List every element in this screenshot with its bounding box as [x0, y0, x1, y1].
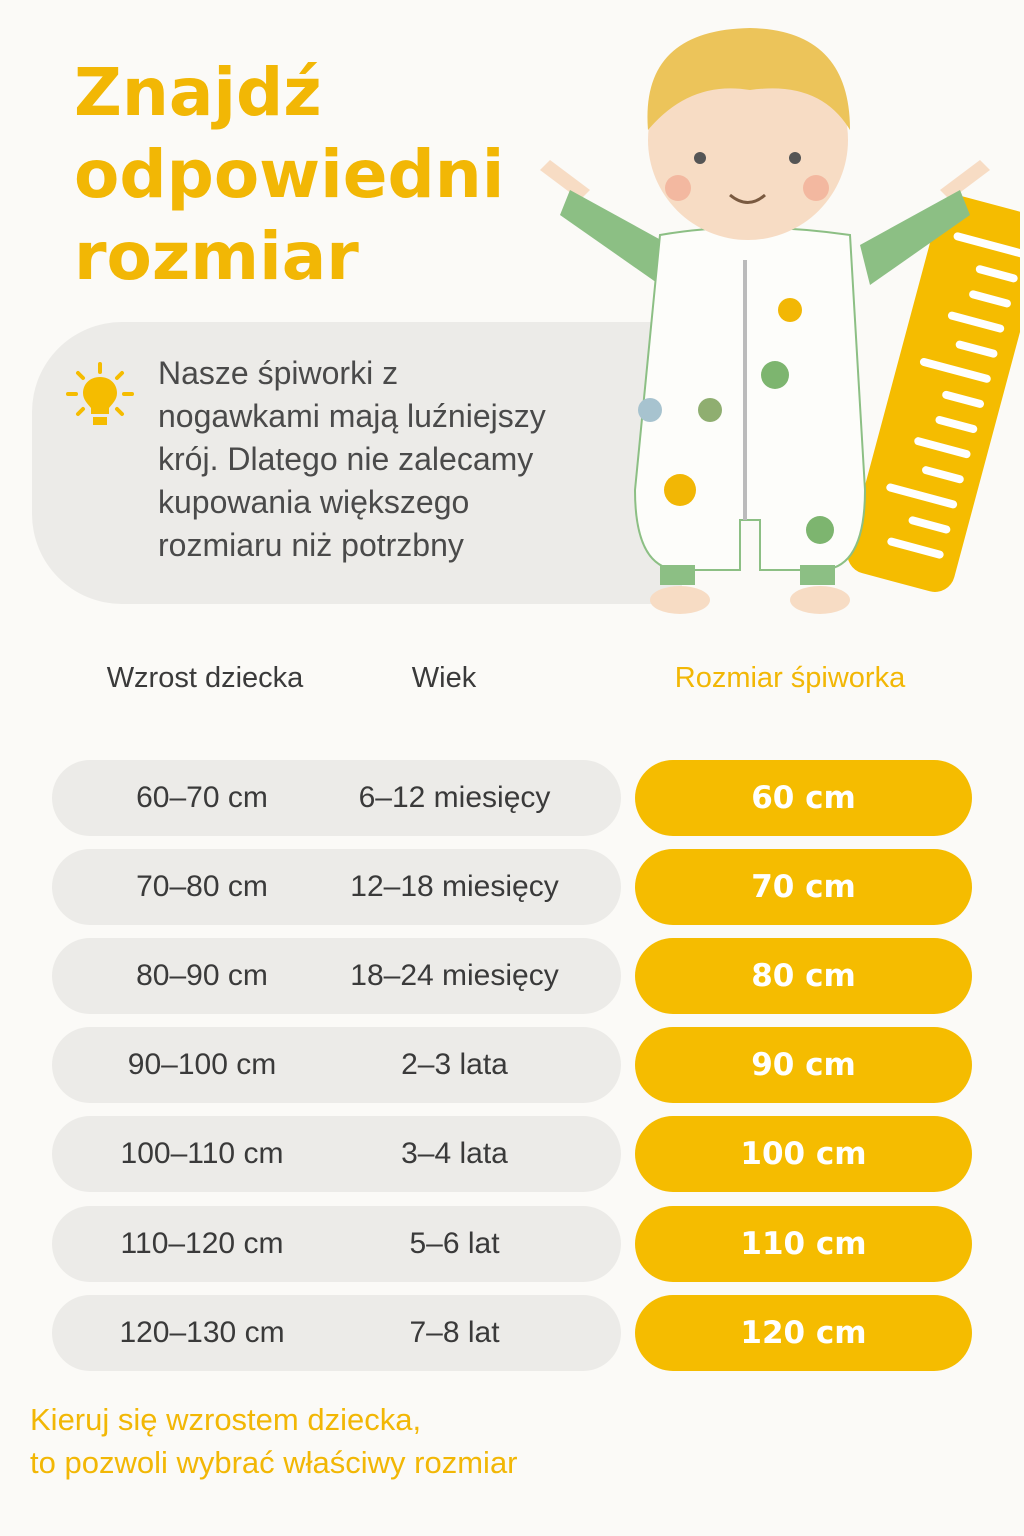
table-row: 80–90 cm 18–24 miesięcy 80 cm [52, 938, 972, 1014]
row-pill [52, 1027, 621, 1103]
title-line: rozmiar [74, 218, 359, 295]
lightbulb-icon [66, 362, 134, 425]
info-line: rozmiaru niż potrzbny [158, 527, 464, 563]
size-badge: 70 cm [635, 849, 972, 925]
age-cell: 5–6 lat [409, 1227, 500, 1260]
age-cell: 7–8 lat [409, 1316, 500, 1349]
table-row: 100–110 cm 3–4 lata 100 cm [52, 1116, 972, 1192]
table-row: 90–100 cm 2–3 lata 90 cm [52, 1027, 972, 1103]
info-line: Nasze śpiworki z [158, 355, 399, 391]
column-header-age: Wiek [411, 662, 477, 694]
size-badge: 100 cm [635, 1116, 972, 1192]
height-cell: 90–100 cm [127, 1048, 277, 1081]
age-cell: 6–12 miesięcy [358, 781, 551, 814]
footer-note: Kieruj się wzrostem dziecka, to pozwoli … [30, 1398, 518, 1484]
size-badge: 90 cm [635, 1027, 972, 1103]
info-line: krój. Dlatego nie zalecamy [158, 441, 534, 477]
size-badge: 60 cm [635, 760, 972, 836]
age-cell: 12–18 miesięcy [350, 870, 559, 903]
column-header-height: Wzrost dziecka [106, 662, 304, 694]
age-cell: 3–4 lata [401, 1137, 508, 1170]
size-badge: 80 cm [635, 938, 972, 1014]
row-pill [52, 849, 621, 925]
info-box [32, 322, 682, 604]
info-line: kupowania większego [158, 484, 470, 520]
column-header-size: Rozmiar śpiworka [674, 662, 906, 694]
age-cell: 18–24 miesięcy [350, 959, 559, 992]
height-cell: 60–70 cm [136, 781, 268, 814]
title-line: Znajdź [74, 54, 322, 131]
row-pill [52, 1295, 621, 1371]
info-line: nogawkami mają luźniejszy [158, 398, 546, 434]
row-pill [52, 760, 621, 836]
size-badge: 120 cm [635, 1295, 972, 1371]
row-pill [52, 938, 621, 1014]
row-pill [52, 1116, 621, 1192]
table-row: 70–80 cm 12–18 miesięcy 70 cm [52, 849, 972, 925]
footer-line: to pozwoli wybrać właściwy rozmiar [30, 1445, 518, 1480]
size-badge: 110 cm [635, 1206, 972, 1282]
title-line: odpowiedni [74, 136, 505, 213]
row-pill [52, 1206, 621, 1282]
ruler-icon [847, 195, 1020, 592]
height-cell: 110–120 cm [120, 1227, 284, 1260]
table-row: 120–130 cm 7–8 lat 120 cm [52, 1295, 972, 1371]
footer-line: Kieruj się wzrostem dziecka, [30, 1402, 422, 1437]
age-cell: 2–3 lata [401, 1048, 508, 1081]
height-cell: 100–110 cm [120, 1137, 284, 1170]
page-title: Znajdź odpowiedni rozmiar [74, 52, 504, 298]
table-row: 60–70 cm 6–12 miesięcy 60 cm [52, 760, 972, 836]
height-cell: 120–130 cm [119, 1316, 285, 1349]
baby-illustration [540, 28, 1020, 614]
height-cell: 80–90 cm [136, 959, 268, 992]
height-cell: 70–80 cm [136, 870, 268, 903]
table-row: 110–120 cm 5–6 lat 110 cm [52, 1206, 972, 1282]
info-text: Nasze śpiworki z nogawkami mają luźniejs… [158, 352, 638, 567]
